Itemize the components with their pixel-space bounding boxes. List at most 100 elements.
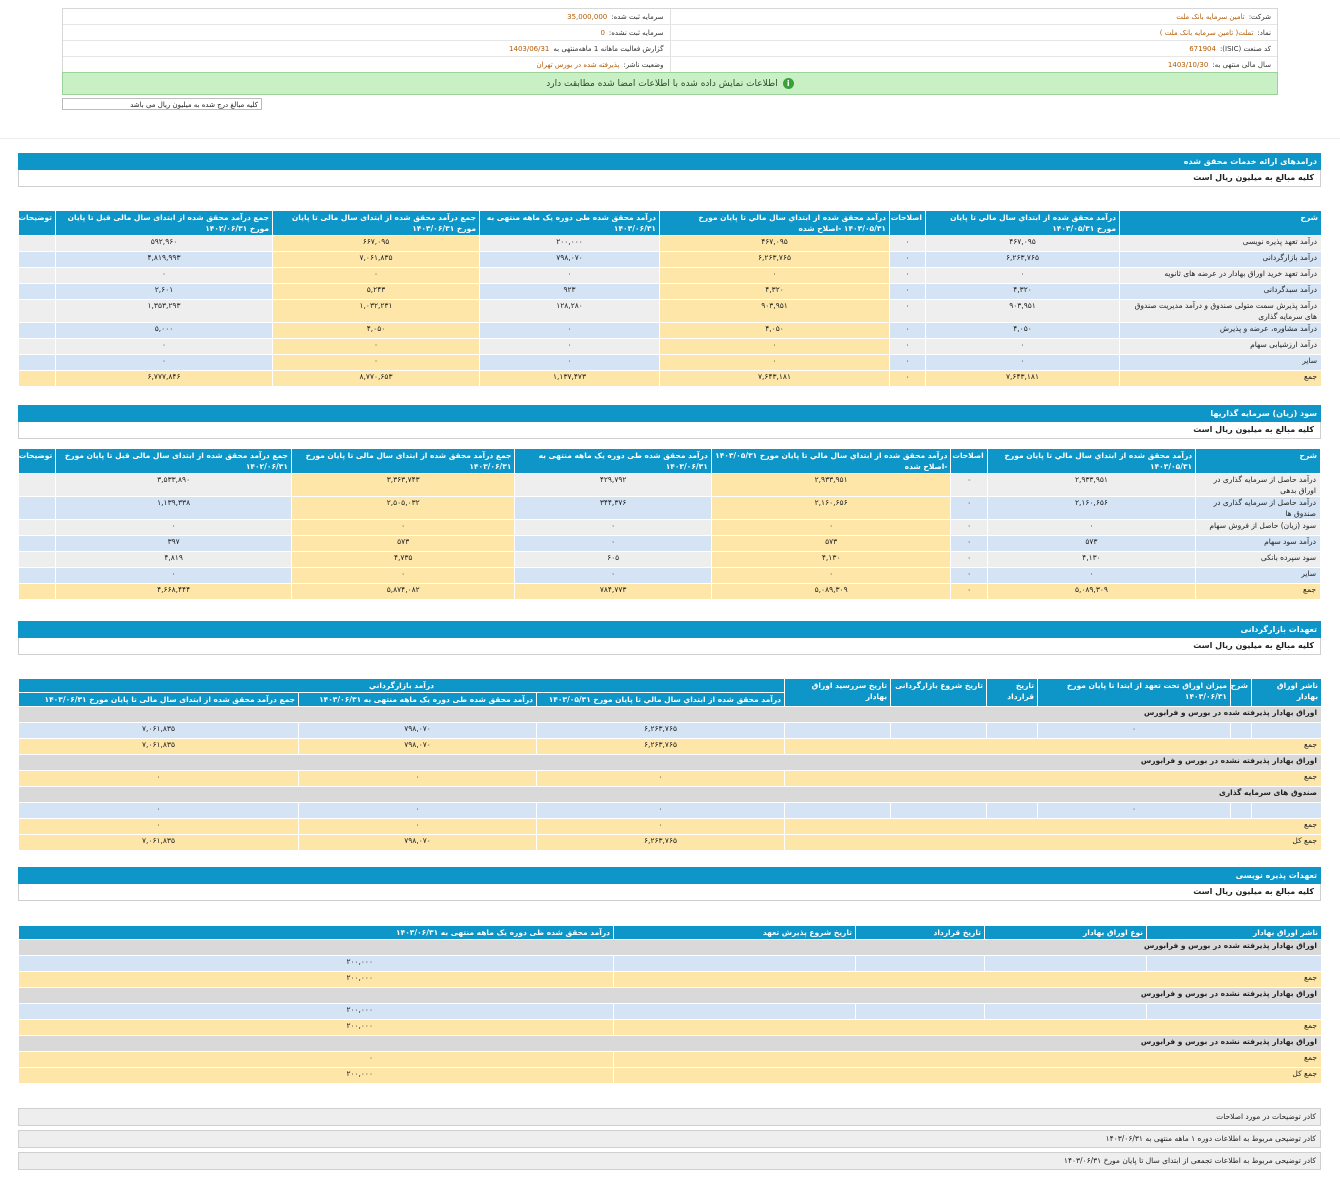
table-cell: ۰	[298, 802, 538, 819]
table-cell: ۲,۱۶۰,۶۵۶	[986, 496, 1197, 520]
table-cell: ۵۷۳	[986, 535, 1197, 552]
table-cell: ۰	[950, 551, 988, 568]
table-cell: ۰	[55, 567, 292, 584]
table-cell	[1251, 722, 1323, 739]
table-row: درآمد تعهد پذیره نویسی ۴۶۷,۰۹۵ ۰ ۴۶۷,۰۹۵ ۲۰۰…	[18, 235, 1322, 252]
capital-unreg-label: سرمایه ثبت نشده:	[608, 28, 664, 37]
capital-unreg-cell: سرمایه ثبت نشده: 0	[63, 25, 671, 40]
total-cell: ۰	[536, 818, 786, 835]
info-row: کد صنعت (ISIC): 671904 گزارش فعالیت ماهان…	[63, 41, 1277, 57]
table-cell	[17, 535, 57, 552]
table-cell: ۷۹۸,۰۷۰	[479, 251, 660, 268]
total-row: جمع ۶,۲۶۳,۷۶۵ ۷۹۸,۰۷۰ ۷,۰۶۱,۸۳۵	[17, 738, 1323, 755]
table-cell: ۴۲۹,۷۹۲	[514, 473, 712, 497]
table-cell: ۰	[55, 267, 273, 284]
column-header: تاریخ قرارداد	[855, 925, 985, 940]
table-cell: ۷,۰۶۱,۸۳۵	[272, 251, 480, 268]
isic-value: 671904	[1189, 44, 1216, 53]
total-cell: ۷۸۴,۷۷۳	[514, 583, 712, 600]
note-monthly[interactable]: کادر توضیحی مربوط به اطلاعات دوره ۱ ماهه…	[18, 1130, 1321, 1148]
table-cell: ۶۰۵	[514, 551, 712, 568]
table-cell: ۰	[710, 567, 952, 584]
group-row: اوراق بهادار پذیرفته نشده در بورس و فراب…	[18, 987, 1322, 1004]
table-cell	[18, 299, 56, 323]
table-row: سود سپرده بانکی ۴,۱۳۰ ۰ ۴,۱۳۰ ۶۰۵ ۴,۷۳۵ ۴,۸۱۹	[17, 551, 1321, 568]
table-cell: ۴,۱۳۰	[986, 551, 1197, 568]
table-cell: ۴,۷۳۵	[290, 551, 516, 568]
total-cell	[17, 583, 57, 600]
total-cell: ۷۹۸,۰۷۰	[298, 738, 538, 755]
fy-label: سال مالی منتهی به:	[1212, 60, 1271, 69]
table-cell: ۳,۵۳۳,۸۹۰	[55, 473, 292, 497]
isic-cell: کد صنعت (ISIC): 671904	[671, 41, 1278, 56]
total-row: جمع ۷,۶۴۳,۱۸۱ ۰ ۷,۶۴۳,۱۸۱ ۱,۱۳۷,۴۷۳ ۸,۷۷۰,۶۵۳…	[18, 370, 1322, 387]
table-cell	[613, 1003, 856, 1020]
table-cell	[986, 722, 1039, 739]
table-cell	[784, 802, 892, 819]
table-cell: ۰	[950, 496, 988, 520]
table-cell	[17, 496, 57, 520]
table-cell: ۱,۳۵۳,۲۹۳	[55, 299, 273, 323]
column-header: درآمد محقق شده طی دوره یک ماهه منتهی به …	[514, 448, 712, 474]
total-cell: جمع	[1195, 583, 1321, 600]
table-cell: ۱۲۸,۲۸۰	[479, 299, 660, 323]
table-cell: ۲۰۰,۰۰۰	[18, 1003, 614, 1020]
table-cell: ۰	[889, 354, 926, 371]
table-cell: ۰	[514, 567, 712, 584]
table-header-row: ناشر اوراق بهادار نوع اوراق بهادار تاریخ ق…	[18, 925, 1322, 940]
column-header: تاریخ قرارداد	[986, 678, 1039, 707]
info-row: شرکت: تامین سرمایه بانک ملت سرمایه ثبت شد…	[63, 9, 1277, 25]
table-cell	[986, 802, 1039, 819]
note-corrections[interactable]: کادر توضیحات در مورد اصلاحات	[18, 1108, 1321, 1126]
table-cell: درآمد ارزشیابی سهام	[1119, 338, 1322, 355]
table-cell: سود (زیان) حاصل از فروش سهام	[1195, 519, 1321, 536]
table-cell: درآمد حاصل از سرمایه گذاری در اوراق بدهی	[1195, 473, 1321, 497]
column-header: درآمد محقق شده از ابتداي سال مالي تا پاي…	[536, 692, 786, 707]
table-header-row: شرح درآمد محقق شده از ابتداي سال مالي تا …	[18, 210, 1322, 236]
total-cell: ۲۰۰,۰۰۰	[18, 1067, 614, 1084]
table-cell: ۵۷۳	[710, 535, 952, 552]
table-cell: ۰	[290, 567, 516, 584]
column-header: تاریخ سررسید اوراق بهادار	[784, 678, 892, 707]
group-row: اوراق بهادار پذیرفته شده در بورس و فرابو…	[18, 939, 1322, 956]
table-cell	[17, 473, 57, 497]
table-row: درآمد حاصل از سرمایه گذاری در اوراق بدهی…	[17, 473, 1321, 497]
total-cell: ۰	[18, 1051, 614, 1068]
column-header: درآمد محقق شده از ابتداي سال مالي تا پاي…	[710, 448, 952, 474]
unit-note-box: کلیه مبالغ درج شده به میلیون ریال می باش…	[62, 98, 262, 110]
table-cell	[18, 354, 56, 371]
table-cell: ۴۶۷,۰۹۵	[659, 235, 890, 252]
table-cell: درآمد پذیرش سمت متولی صندوق و درآمد مدیر…	[1119, 299, 1322, 323]
table-cell	[613, 955, 856, 972]
table-cell: ۰	[925, 354, 1120, 371]
group-label: اوراق بهادار پذیرفته نشده در بورس و فراب…	[18, 987, 1322, 1004]
total-row: جمع ۰	[18, 1051, 1322, 1068]
underwriting-table: ناشر اوراق بهادار نوع اوراق بهادار تاریخ ق…	[18, 925, 1322, 1084]
column-header: اصلاحات	[889, 210, 926, 236]
table-cell: ۰	[272, 338, 480, 355]
table-cell: ۲,۹۳۳,۹۵۱	[986, 473, 1197, 497]
table-cell: ۵,۲۴۳	[272, 283, 480, 300]
table-row: ۲۰۰,۰۰۰	[18, 1003, 1322, 1020]
total-label: جمع	[784, 738, 1323, 755]
total-cell: ۷۹۸,۰۷۰	[298, 834, 538, 851]
table-cell: ۲,۵۰۵,۰۳۲	[290, 496, 516, 520]
total-row: جمع ۵,۰۸۹,۳۰۹ ۰ ۵,۰۸۹,۳۰۹ ۷۸۴,۷۷۳ ۵,۸۷۴,۰۸۲ ۴,…	[17, 583, 1321, 600]
table-cell: ۰	[950, 473, 988, 497]
table-cell: ۰	[950, 519, 988, 536]
total-cell: جمع	[1119, 370, 1322, 387]
table-cell	[784, 722, 892, 739]
group-header: درآمد بازارگرداني	[17, 678, 786, 693]
status-cell: وضعیت ناشر: پذیرفته شده در بورس تهران	[63, 57, 671, 72]
table-row: ۲۰۰,۰۰۰	[18, 955, 1322, 972]
table-cell: ۰	[889, 235, 926, 252]
total-label: جمع	[784, 818, 1323, 835]
table-cell: ۰	[272, 354, 480, 371]
company-label: شرکت:	[1248, 12, 1271, 21]
table-cell: ۴,۸۱۹	[55, 551, 292, 568]
notes-area: کادر توضیحات در مورد اصلاحات کادر توضیحی…	[18, 1108, 1321, 1174]
table-cell: ۴,۰۵۰	[659, 322, 890, 339]
total-cell: ۸,۷۷۰,۶۵۳	[272, 370, 480, 387]
note-cumulative[interactable]: کادر توضیحی مربوط به اطلاعات تجمعی از اب…	[18, 1152, 1321, 1170]
